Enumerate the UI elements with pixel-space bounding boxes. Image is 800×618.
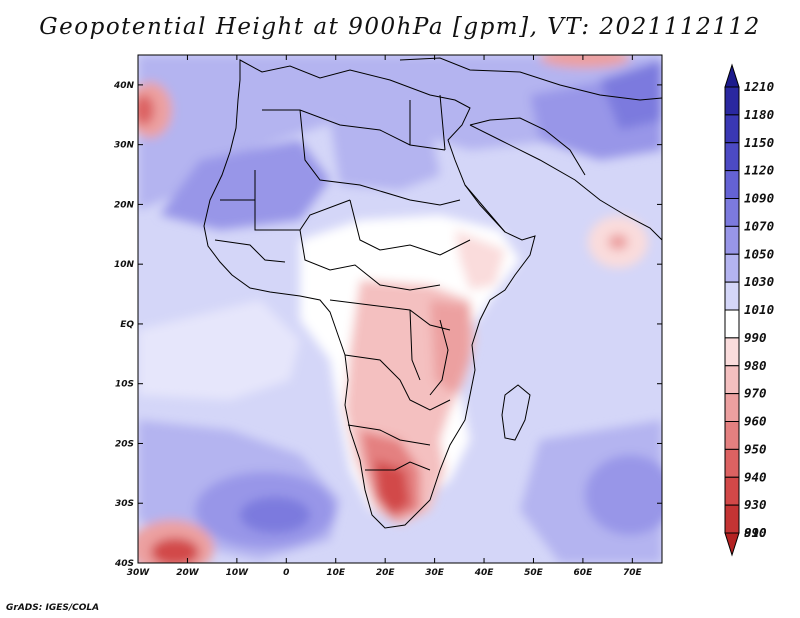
lon-tick-label: 60E [574,568,594,578]
lon-tick-label: 10E [326,568,346,578]
colorbar-label: 1150 [744,135,774,150]
colorbar-label: 1120 [744,163,774,178]
colorbar-label: 970 [744,386,767,401]
colorbar-label: 1090 [744,191,774,206]
colorbar-label: 930 [744,497,767,512]
lon-tick-label: 30E [425,568,445,578]
lon-tick-label: 40E [474,568,495,578]
colorbar-label: 950 [744,441,767,456]
lon-tick-label: 20W [176,568,200,578]
lon-tick-label: 50E [524,568,544,578]
colorbar-swatch [724,281,740,311]
colorbar-swatch [724,476,740,506]
colorbar-swatch [724,421,740,450]
plot-border [137,54,663,564]
colorbar-label: 960 [744,414,767,429]
lon-tick-label: 70E [623,568,643,578]
colorbar-label: 1210 [744,79,774,94]
colorbar-swatch [724,504,740,534]
colorbar-label: 940 [744,469,767,484]
colorbar-swatch [724,365,740,395]
colorbar-swatch [724,114,740,144]
chart-title: Geopotential Height at 900hPa [gpm], VT:… [39,14,761,40]
colorbar-swatch [724,142,740,172]
colorbar: 1210 1180 1150 1120 1090 1070 1050 1030 1010 990 9… [724,63,774,557]
coastlines [203,57,662,529]
colorbar-label: 890 [744,525,767,540]
colorbar-label: 990 [744,330,767,345]
lat-tick-label: 30N [114,141,135,151]
colorbar-swatch [724,448,740,478]
colorbar-swatch [724,198,740,227]
colorbar-label: 1030 [744,274,774,289]
lat-tick-label: 30S [115,499,134,509]
colorbar-label: 1050 [744,246,774,261]
colorbar-swatch [724,393,740,422]
colorbar-label: 1070 [744,218,774,233]
height-field [138,55,662,563]
colorbar-swatch [724,225,740,255]
colorbar-swatch [724,170,740,199]
lat-tick-label: 10S [115,380,134,390]
lat-tick-label: 20N [114,200,135,210]
colorbar-swatch [724,309,740,339]
colorbar-label: 1010 [744,302,774,317]
colorbar-label: 910 [744,525,767,540]
colorbar-label: 1180 [744,107,774,122]
lon-tick-label: 0 [283,568,289,578]
lon-tick-label: 20E [376,568,396,578]
lat-tick-label: 40S [114,559,134,569]
colorbar-max-triangle [724,63,740,88]
colorbar-min-triangle [724,532,740,557]
axes: 30W 20W 10W 0 10E 20E 30E 40E 50E 60E 70E 40N 30N 20N… [113,55,662,578]
lon-tick-label: 10W [226,568,250,578]
colorbar-swatch [724,337,740,367]
colorbar-label: 980 [744,358,767,373]
grads-credit: GrADS: IGES/COLA [6,603,100,613]
lat-tick-label: 20S [115,439,134,449]
lat-tick-label: EQ [120,320,134,330]
lat-tick-label: 40N [113,81,135,91]
colorbar-swatch [724,86,740,116]
colorbar-swatch [724,253,740,283]
lon-tick-label: 30W [127,568,151,578]
lat-tick-label: 10N [114,260,135,270]
